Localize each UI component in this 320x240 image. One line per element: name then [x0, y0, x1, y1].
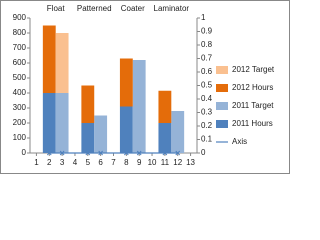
bar: [158, 123, 172, 153]
legend-swatch: [216, 102, 228, 110]
line-marker: [98, 150, 104, 156]
x-tick-label: 8: [124, 158, 129, 167]
bar: [42, 93, 56, 153]
group-label: Patterned: [77, 4, 112, 13]
y-tick-label: 600: [13, 58, 27, 67]
y2-tick-label: 0.9: [201, 27, 213, 36]
y-tick-label: 800: [13, 28, 27, 37]
line-marker: [136, 150, 142, 156]
group-label: Coater: [121, 4, 145, 13]
x-tick-label: 3: [60, 158, 65, 167]
legend-label: 2012 Target: [232, 65, 275, 74]
x-tick-label: 13: [186, 158, 195, 167]
legend-swatch: [216, 84, 228, 92]
y2-tick-label: 0.3: [201, 108, 213, 117]
y-tick-label: 200: [13, 118, 27, 127]
y2-tick-label: 0.1: [201, 135, 213, 144]
bar: [55, 93, 69, 153]
y2-tick-label: 0.5: [201, 81, 213, 90]
x-tick-label: 4: [73, 158, 78, 167]
legend-label: Axis: [232, 137, 247, 146]
x-tick-label: 5: [86, 158, 91, 167]
x-tick-label: 1: [34, 158, 39, 167]
bar: [81, 123, 95, 153]
legend-swatch: [216, 66, 228, 74]
y-tick-label: 400: [13, 88, 27, 97]
y2-tick-label: 0.7: [201, 54, 213, 63]
line-marker: [123, 150, 129, 156]
bar: [132, 60, 146, 153]
x-tick-label: 7: [111, 158, 116, 167]
y2-tick-label: 0: [201, 148, 206, 157]
legend-label: 2011 Hours: [232, 119, 273, 128]
line-marker: [175, 150, 181, 156]
legend-label: 2011 Target: [232, 101, 274, 110]
y2-tick-label: 0.4: [201, 94, 213, 103]
group-label: Float: [47, 4, 66, 13]
x-tick-label: 12: [173, 158, 182, 167]
x-tick-label: 2: [47, 158, 52, 167]
line-marker: [162, 150, 168, 156]
x-tick-label: 10: [148, 158, 157, 167]
x-tick-label: 6: [98, 158, 103, 167]
bar: [119, 106, 133, 153]
bar: [94, 115, 108, 153]
chart: 0 100 200 300 400 500 600 700 800 900 0 0.1 0.2 0.3 0.…: [0, 0, 290, 174]
y2-tick-label: 0.2: [201, 121, 213, 130]
bar: [42, 25, 56, 93]
bar: [55, 33, 69, 93]
y-tick-label: 900: [13, 13, 27, 22]
bar: [119, 58, 133, 107]
x-tick-label: 9: [137, 158, 142, 167]
y2-tick-label: 0.8: [201, 40, 213, 49]
y-tick-label: 700: [13, 43, 27, 52]
legend-label: 2012 Hours: [232, 83, 273, 92]
legend-swatch: [216, 120, 228, 128]
y-tick-label: 0: [22, 148, 27, 157]
y2-tick-label: 1: [201, 13, 206, 22]
group-label: Laminator: [154, 4, 190, 13]
y-tick-label: 300: [13, 103, 27, 112]
y-tick-label: 500: [13, 73, 27, 82]
x-tick-label: 11: [161, 158, 170, 167]
bar: [158, 90, 172, 123]
line-marker: [46, 150, 52, 156]
y-tick-label: 100: [13, 133, 27, 142]
y2-tick-label: 0.6: [201, 67, 213, 76]
line-marker: [59, 150, 65, 156]
line-marker: [85, 150, 91, 156]
bar: [171, 111, 185, 153]
bar: [81, 85, 95, 123]
